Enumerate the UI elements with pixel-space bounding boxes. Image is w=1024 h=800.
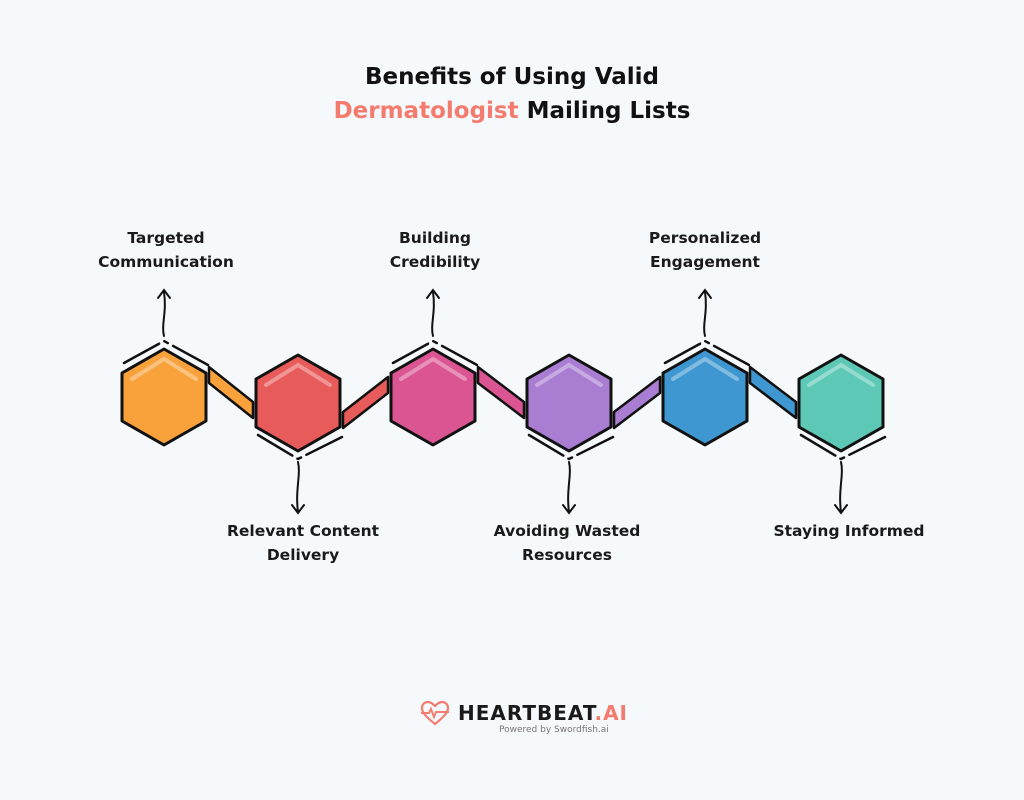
step-label-5: Personalized Engagement: [648, 229, 762, 271]
hexagon-4: [525, 353, 613, 453]
brand-name: HEARTBEAT.AI: [458, 701, 628, 725]
arrow-up-icon: [426, 288, 440, 337]
connector-1: [207, 365, 255, 420]
step-label-6: Staying Informed: [773, 522, 925, 540]
step-label-2: Relevant Content Delivery: [226, 522, 380, 564]
connector-2: [341, 375, 390, 430]
step-label-4: Avoiding Wasted Resources: [493, 522, 641, 564]
connector-4: [612, 375, 662, 430]
arrow-down-icon: [562, 461, 576, 515]
sketch-outline-2: [256, 433, 344, 461]
hexagon-highlight-3: [399, 356, 467, 381]
footer-logo: HEARTBEAT.AI: [420, 700, 628, 726]
sketch-outline-3: [391, 339, 479, 367]
hexagon-highlight-6: [807, 362, 875, 387]
sketch-outline-5: [663, 339, 751, 367]
arrow-up-icon: [157, 288, 171, 337]
hexagon-highlight-2: [264, 362, 332, 387]
title-line-1: Benefits of Using Valid: [364, 64, 660, 90]
title-accent: Dermatologist: [333, 98, 519, 124]
hexagon-3: [389, 347, 477, 447]
step-label-3: Building Credibility: [389, 229, 481, 271]
hexagon-6: [797, 353, 885, 453]
arrow-down-icon: [834, 461, 848, 515]
hexagon-1: [120, 347, 208, 447]
powered-by: Powered by Swordfish.ai: [499, 725, 609, 735]
brand-suffix: .AI: [594, 701, 628, 725]
connector-5: [748, 365, 798, 420]
sketch-outline-1: [122, 339, 210, 367]
connector-3: [476, 365, 526, 420]
hexagon-2: [254, 353, 342, 453]
arrow-down-icon: [291, 461, 305, 515]
heart-pulse-icon: [420, 700, 450, 726]
step-label-1: Targeted Communication: [98, 229, 234, 271]
hexagon-5: [661, 347, 749, 447]
title-line-2: Dermatologist Mailing Lists: [0, 94, 1024, 128]
arrow-up-icon: [698, 288, 712, 337]
title-rest: Mailing Lists: [518, 98, 691, 124]
sketch-outline-4: [527, 433, 615, 461]
hexagon-highlight-5: [671, 356, 739, 381]
sketch-outline-6: [799, 433, 887, 461]
hexagon-highlight-1: [130, 356, 198, 381]
hexagon-highlight-4: [535, 362, 603, 387]
brand-main: HEARTBEAT: [458, 701, 595, 725]
